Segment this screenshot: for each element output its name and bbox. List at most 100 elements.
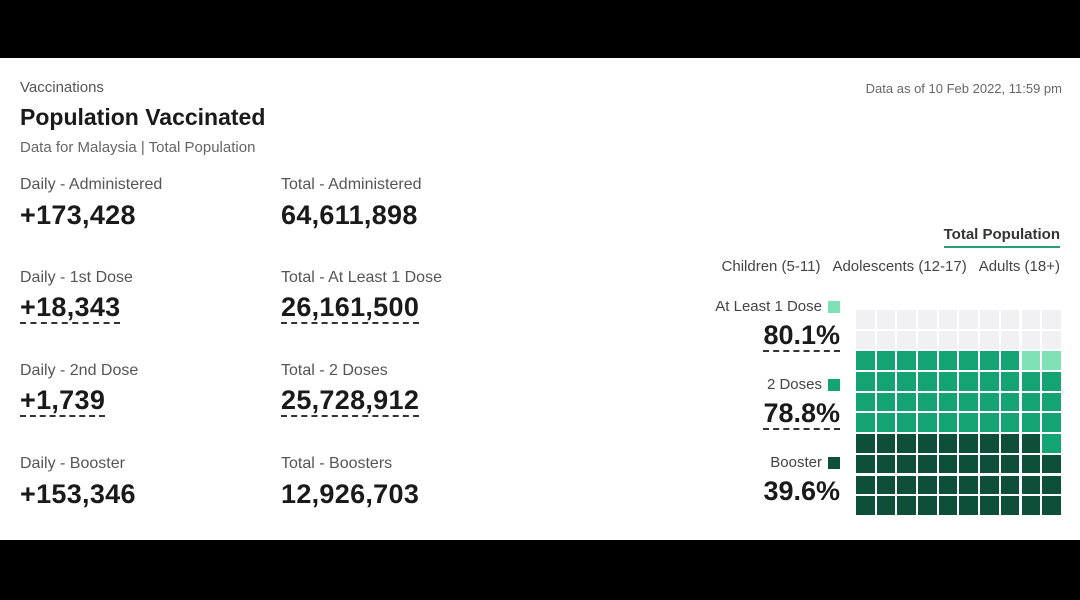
waffle-cell-booster — [918, 475, 937, 494]
legend-dose1-pct[interactable]: 80.1% — [763, 321, 840, 353]
waffle-cell-dose2 — [980, 392, 999, 412]
waffle-cell-empty — [897, 330, 916, 350]
population-tabs: Children (5-11) Adolescents (12-17) Adul… — [722, 258, 1060, 275]
waffle-cell-dose2 — [856, 392, 875, 412]
waffle-cell-dose2 — [1000, 351, 1020, 370]
waffle-cell-dose2 — [918, 372, 937, 391]
waffle-cell-dose2 — [980, 351, 999, 370]
waffle-cell-empty — [1000, 310, 1020, 329]
waffle-cell-dose2 — [938, 351, 958, 370]
stat-value[interactable]: +18,343 — [20, 293, 121, 325]
waffle-cell-dose2 — [1042, 392, 1061, 412]
waffle-cell-dose1 — [1042, 351, 1061, 370]
stat-label: Daily - Administered — [20, 176, 163, 193]
waffle-cell-empty — [959, 310, 978, 329]
waffle-cell-booster — [980, 434, 999, 453]
tab-children[interactable]: Children (5-11) — [721, 258, 821, 275]
legend-dose2-label: 2 Doses — [763, 376, 840, 393]
waffle-cell-booster — [897, 496, 916, 515]
waffle-cell-booster — [918, 454, 937, 474]
waffle-cell-empty — [980, 310, 999, 329]
stat-value: +153,346 — [20, 479, 136, 509]
waffle-cell-booster — [1021, 454, 1040, 474]
vaccination-panel: Vaccinations Population Vaccinated Data … — [0, 58, 1080, 540]
waffle-cell-empty — [856, 310, 875, 329]
waffle-cell-booster — [856, 496, 875, 515]
waffle-cell-booster — [856, 475, 875, 494]
waffle-cell-booster — [1000, 496, 1020, 515]
data-timestamp: Data as of 10 Feb 2022, 11:59 pm — [865, 81, 1062, 96]
waffle-cell-booster — [1021, 434, 1040, 453]
stat-total-administered: Total - Administered 64,611,898 — [281, 176, 422, 231]
waffle-cell-dose2 — [856, 351, 875, 370]
waffle-cell-empty — [856, 330, 875, 350]
tab-total-population[interactable]: Total Population — [943, 226, 1060, 248]
waffle-cell-dose1 — [1021, 351, 1040, 370]
waffle-cell-booster — [1021, 496, 1040, 515]
page-subtitle: Data for Malaysia | Total Population — [20, 139, 256, 156]
waffle-chart — [856, 310, 1062, 518]
legend-dose1: At Least 1 Dose 80.1% — [715, 298, 840, 353]
legend-booster: Booster 39.6% — [763, 454, 840, 506]
waffle-cell-empty — [1042, 330, 1061, 350]
waffle-cell-booster — [980, 496, 999, 515]
waffle-cell-booster — [1000, 434, 1020, 453]
waffle-cell-dose2 — [1042, 372, 1061, 391]
waffle-cell-booster — [856, 434, 875, 453]
waffle-cell-booster — [938, 454, 958, 474]
legend-dose1-label: At Least 1 Dose — [715, 298, 840, 315]
stat-value: +173,428 — [20, 200, 136, 230]
waffle-cell-dose2 — [918, 351, 937, 370]
stat-daily-dose1: Daily - 1st Dose +18,343 — [20, 269, 133, 325]
letterbox-bottom — [0, 540, 1080, 600]
stat-value: 12,926,703 — [281, 479, 420, 509]
stat-value[interactable]: +1,739 — [20, 386, 106, 418]
waffle-cell-dose2 — [856, 413, 875, 432]
legend-booster-pct: 39.6% — [763, 476, 840, 506]
waffle-cell-empty — [938, 330, 958, 350]
waffle-cell-empty — [1021, 310, 1040, 329]
waffle-cell-dose2 — [897, 413, 916, 432]
legend-swatch — [828, 456, 840, 469]
waffle-cell-booster — [938, 434, 958, 453]
waffle-cell-dose2 — [876, 351, 896, 370]
waffle-cell-booster — [1042, 454, 1061, 474]
waffle-cell-dose2 — [1042, 413, 1061, 432]
stat-daily-administered: Daily - Administered +173,428 — [20, 176, 162, 231]
tab-adolescents[interactable]: Adolescents (12-17) — [832, 258, 967, 275]
waffle-cell-dose2 — [938, 372, 958, 391]
waffle-cell-booster — [897, 434, 916, 453]
waffle-cell-booster — [918, 496, 937, 515]
stat-total-dose1: Total - At Least 1 Dose 26,161,500 — [281, 269, 442, 325]
waffle-cell-empty — [980, 330, 999, 350]
waffle-cell-dose2 — [938, 392, 958, 412]
waffle-cell-empty — [876, 330, 896, 350]
tab-adults[interactable]: Adults (18+) — [978, 258, 1060, 275]
legend-dose2-pct[interactable]: 78.8% — [763, 399, 840, 431]
stat-value[interactable]: 26,161,500 — [281, 293, 420, 325]
legend-booster-label: Booster — [763, 454, 840, 471]
waffle-cell-empty — [1021, 330, 1040, 350]
waffle-cell-dose2 — [980, 413, 999, 432]
waffle-cell-booster — [959, 454, 978, 474]
waffle-cell-dose2 — [856, 372, 875, 391]
waffle-cell-booster — [1042, 475, 1061, 494]
legend-swatch — [828, 378, 840, 391]
waffle-cell-empty — [918, 330, 937, 350]
waffle-cell-dose2 — [1021, 413, 1040, 432]
waffle-cell-dose2 — [1021, 392, 1040, 412]
waffle-cell-empty — [918, 310, 937, 329]
stat-label: Total - At Least 1 Dose — [281, 269, 442, 286]
waffle-cell-dose2 — [1000, 413, 1020, 432]
waffle-cell-dose2 — [1000, 392, 1020, 412]
waffle-cell-booster — [1000, 475, 1020, 494]
waffle-cell-booster — [1021, 475, 1040, 494]
waffle-cell-booster — [1042, 496, 1061, 515]
waffle-cell-booster — [918, 434, 937, 453]
legend-dose2: 2 Doses 78.8% — [763, 376, 840, 431]
stat-label: Total - Boosters — [281, 455, 393, 472]
stat-value[interactable]: 25,728,912 — [281, 386, 420, 418]
stat-daily-booster: Daily - Booster +153,346 — [20, 455, 136, 510]
waffle-cell-empty — [1000, 330, 1020, 350]
legend-text: At Least 1 Dose — [715, 298, 822, 315]
